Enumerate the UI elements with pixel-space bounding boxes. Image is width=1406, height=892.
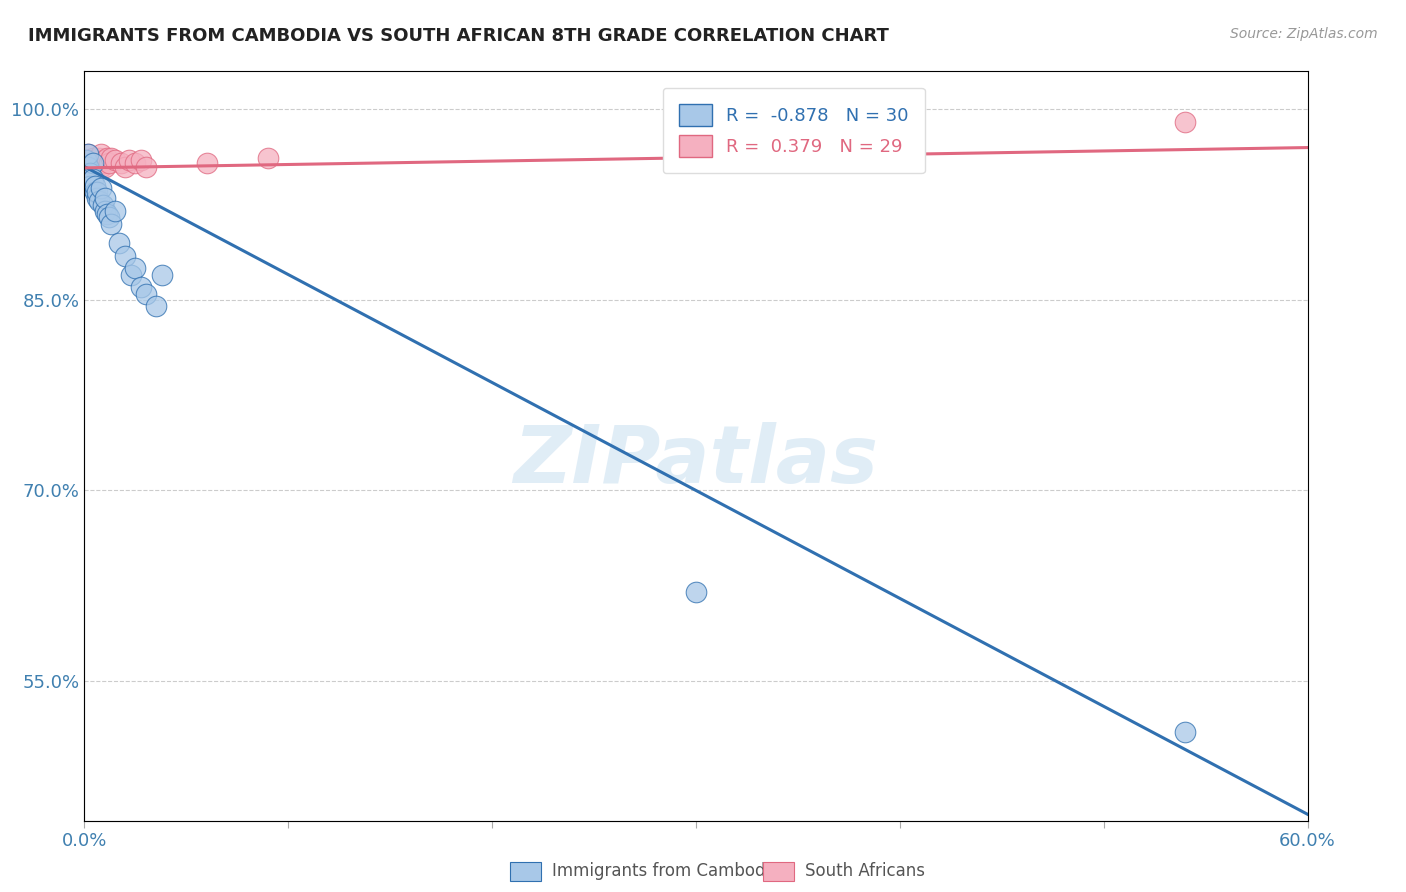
Point [93,204,115,219]
Point [114,248,136,262]
Point [135,160,157,174]
Point [93,160,115,174]
Legend: R =  -0.878   N = 30, R =  0.379   N = 29: R = -0.878 N = 30, R = 0.379 N = 29 [662,88,925,173]
Point [104,204,127,219]
Point [91,156,114,170]
Point [93,191,115,205]
Point [100,151,122,165]
Point [87,194,110,208]
Point [104,153,127,168]
Point [82,156,104,170]
Point [93,153,115,168]
Point [75,153,97,168]
Point [83,178,105,193]
Point [83,185,105,199]
Point [77,156,100,170]
Point [1174,724,1197,739]
Point [90,181,112,195]
Point [96,206,118,220]
Text: South Africans: South Africans [806,863,925,880]
Point [90,147,112,161]
Point [90,160,112,174]
Point [124,156,146,170]
Point [118,153,141,168]
Point [79,160,101,174]
Point [79,178,101,193]
Point [82,172,104,186]
Point [257,151,280,165]
Point [1174,115,1197,129]
Point [79,153,101,168]
Point [100,217,122,231]
Point [87,151,110,165]
Text: IMMIGRANTS FROM CAMBODIA VS SOUTH AFRICAN 8TH GRADE CORRELATION CHART: IMMIGRANTS FROM CAMBODIA VS SOUTH AFRICA… [28,27,889,45]
Point [114,160,136,174]
Text: Immigrants from Cambodia: Immigrants from Cambodia [551,863,780,880]
Text: ZIPatlas: ZIPatlas [513,422,879,500]
Point [685,585,707,599]
Point [91,197,114,211]
Point [97,211,120,225]
Point [77,147,100,161]
Point [96,151,118,165]
Point [86,191,108,205]
Point [83,153,105,168]
Point [110,156,132,170]
Point [145,299,167,313]
Text: Source: ZipAtlas.com: Source: ZipAtlas.com [1230,27,1378,41]
Point [83,160,105,174]
Point [86,185,108,199]
Point [97,156,120,170]
Point [82,151,104,165]
Point [77,160,100,174]
Point [131,280,153,294]
Point [86,156,108,170]
Point [124,261,146,276]
Point [150,268,173,282]
Point [108,235,131,250]
Point [75,153,97,168]
Point [120,268,142,282]
Point [131,153,153,168]
Point [195,156,218,170]
Point [82,156,104,170]
Point [79,166,101,180]
Point [135,286,157,301]
Point [77,147,100,161]
